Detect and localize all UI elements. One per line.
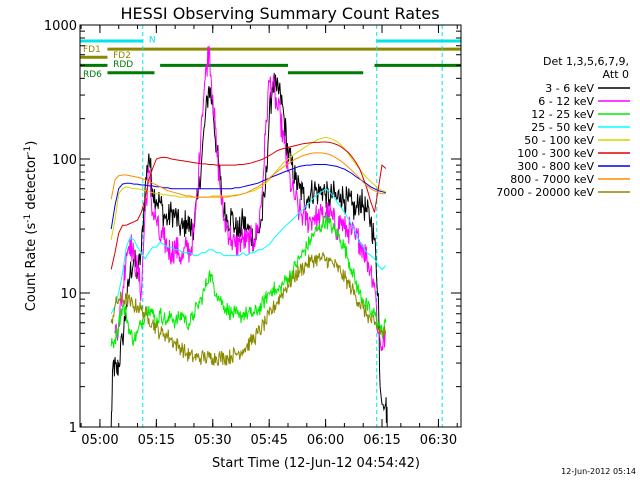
- y-axis-label-mid: detector: [24, 154, 39, 214]
- y-axis-label: Count Rate (s-1 detector-1): [23, 141, 39, 312]
- y-axis-label-sup2: -1: [23, 146, 33, 155]
- flag-label-fd2: FD2: [113, 51, 131, 61]
- y-axis-label-main: Count Rate (s: [24, 223, 39, 312]
- y-tick-label-3: 1000: [44, 19, 77, 34]
- x-tick-label-0: 05:00: [81, 433, 118, 448]
- y-tick-label-1: 10: [60, 287, 77, 302]
- chart-title: HESSI Observing Summary Count Rates: [120, 4, 439, 23]
- flag-label-rd6: RD6: [83, 70, 102, 80]
- x-tick-label-1: 05:15: [138, 433, 175, 448]
- legend-header-line1: Det 1,3,5,6,7,9,: [543, 55, 629, 68]
- series-line-8: [110, 251, 387, 366]
- flag-label-fd1: FD1: [83, 45, 101, 55]
- series-lines: [110, 45, 388, 427]
- legend-label-1: 6 - 12 keV: [538, 95, 594, 108]
- x-tick-label-3: 05:45: [250, 433, 287, 448]
- series-line-1: [114, 45, 387, 351]
- legend-label-3: 25 - 50 keV: [531, 121, 594, 134]
- legend-label-2: 12 - 25 keV: [531, 108, 594, 121]
- series-line-0: [110, 72, 388, 427]
- y-axis: 1 10 100 1000: [44, 19, 461, 436]
- legend-label-6: 300 - 800 keV: [517, 160, 594, 173]
- legend-label-8: 7000 - 20000 keV: [496, 186, 594, 199]
- x-tick-label-6: 06:30: [420, 433, 457, 448]
- y-axis-label-end: ): [24, 141, 39, 146]
- y-tick-label-0: 1: [69, 421, 77, 436]
- flag-label-n: N: [149, 35, 156, 45]
- series-line-6: [110, 164, 386, 230]
- series-line-5: [110, 141, 387, 270]
- vertical-marker-lines: [142, 25, 443, 427]
- x-tick-label-2: 05:30: [194, 433, 231, 448]
- x-axis-label: Start Time (12-Jun-12 04:54:42): [212, 456, 420, 471]
- legend-label-5: 100 - 300 keV: [517, 147, 594, 160]
- y-axis-label-sup1: -1: [23, 214, 33, 223]
- generation-timestamp: 12-Jun-2012 05:14: [561, 467, 636, 476]
- legend-label-7: 800 - 7000 keV: [510, 173, 594, 186]
- series-line-7: [110, 152, 386, 200]
- series-line-2: [110, 213, 387, 349]
- legend-label-0: 3 - 6 keV: [545, 82, 594, 95]
- plot-frame: [79, 24, 462, 428]
- flag-label-rdd: RDD: [113, 60, 133, 70]
- x-axis: 05:00 05:15 05:30 05:45 06:00 06:15 06:30: [80, 25, 458, 448]
- legend-header-line2: Att 0: [603, 68, 629, 81]
- x-tick-label-5: 06:15: [363, 433, 400, 448]
- legend-label-4: 50 - 100 keV: [524, 134, 594, 147]
- y-tick-label-2: 100: [52, 153, 77, 168]
- x-tick-label-4: 06:00: [307, 433, 344, 448]
- series-line-3: [110, 188, 387, 315]
